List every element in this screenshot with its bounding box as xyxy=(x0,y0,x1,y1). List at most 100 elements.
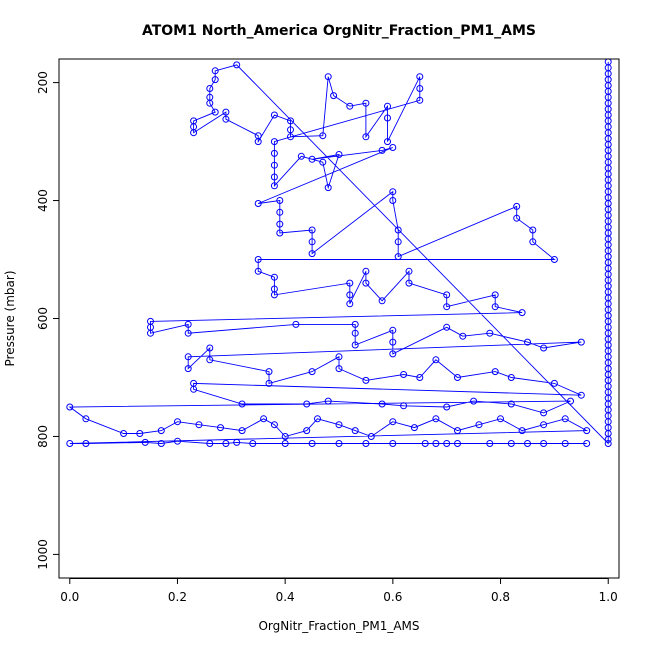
data-point xyxy=(157,440,165,447)
data-point xyxy=(443,403,451,411)
data-point xyxy=(324,184,332,192)
data-point xyxy=(303,400,311,408)
data-point xyxy=(513,202,521,210)
data-point xyxy=(270,161,278,169)
data-point xyxy=(206,85,214,92)
data-point xyxy=(378,297,386,305)
data-point xyxy=(378,146,386,154)
data-point xyxy=(410,424,418,432)
data-point xyxy=(211,108,219,116)
data-point xyxy=(443,323,451,331)
data-point xyxy=(362,440,370,447)
data-point xyxy=(287,126,294,134)
data-point xyxy=(136,430,144,437)
data-point xyxy=(416,85,424,92)
data-point xyxy=(297,152,305,160)
data-point xyxy=(184,320,192,328)
data-point xyxy=(443,291,451,299)
data-point xyxy=(319,132,327,140)
data-point xyxy=(254,256,262,263)
data-point xyxy=(389,350,397,358)
data-point xyxy=(362,267,370,275)
x-tick-label: 0.4 xyxy=(276,590,295,604)
data-point xyxy=(561,440,569,447)
data-point xyxy=(351,341,359,349)
data-point xyxy=(206,356,214,364)
data-point xyxy=(141,438,149,446)
data-point xyxy=(540,409,548,417)
data-point xyxy=(550,256,558,263)
data-point xyxy=(308,440,316,447)
data-point xyxy=(324,397,332,405)
data-point xyxy=(324,73,332,81)
data-point xyxy=(174,418,181,426)
data-point xyxy=(184,353,192,361)
data-point xyxy=(308,368,316,376)
data-point xyxy=(351,320,359,328)
data-point xyxy=(583,427,591,435)
data-point xyxy=(254,138,262,146)
data-point xyxy=(206,344,214,352)
series-line xyxy=(68,61,609,445)
y-axis-label: Pressure (mbar) xyxy=(3,270,17,366)
data-point xyxy=(497,415,504,423)
data-point xyxy=(249,440,257,447)
data-point xyxy=(217,424,224,432)
x-tick-label: 0.6 xyxy=(383,590,402,604)
data-point xyxy=(507,440,515,447)
chart-title: ATOM1 North_America OrgNitr_Fraction_PM1… xyxy=(142,23,536,39)
data-point xyxy=(346,300,354,308)
data-point xyxy=(491,303,499,311)
data-point xyxy=(443,303,451,311)
data-point xyxy=(335,365,343,373)
data-point xyxy=(561,415,569,423)
data-point xyxy=(518,427,526,435)
data-point xyxy=(384,102,391,110)
data-point xyxy=(82,440,90,447)
data-point xyxy=(432,356,440,364)
data-point xyxy=(384,138,391,146)
data-point xyxy=(550,379,558,387)
data-point xyxy=(270,111,278,119)
data-point xyxy=(443,440,451,447)
data-point xyxy=(308,155,316,163)
data-point xyxy=(389,418,397,426)
data-point xyxy=(276,220,284,228)
data-point xyxy=(270,421,278,429)
x-tick-label: 0.8 xyxy=(491,590,510,604)
data-point xyxy=(238,400,246,408)
data-point xyxy=(281,433,289,440)
data-point xyxy=(287,133,294,141)
data-point xyxy=(540,440,548,447)
data-point xyxy=(292,320,300,328)
data-point xyxy=(346,291,354,299)
data-point xyxy=(270,138,278,146)
data-point xyxy=(405,279,413,287)
data-point xyxy=(147,329,154,337)
data-point xyxy=(416,73,424,81)
data-point xyxy=(184,329,192,337)
data-point xyxy=(577,338,585,346)
data-point xyxy=(66,440,74,447)
data-point xyxy=(346,279,354,287)
data-point xyxy=(195,421,203,429)
data-point xyxy=(454,440,461,447)
data-point xyxy=(281,440,289,447)
data-point xyxy=(335,421,343,429)
data-point xyxy=(378,400,386,408)
data-point xyxy=(120,430,128,437)
data-point xyxy=(287,117,294,125)
data-point xyxy=(270,173,278,181)
data-point xyxy=(157,427,165,435)
data-point xyxy=(351,427,359,435)
data-point xyxy=(276,229,284,237)
data-point xyxy=(184,365,192,373)
data-point xyxy=(265,368,273,376)
data-point xyxy=(583,440,591,447)
data-point xyxy=(491,368,499,376)
data-point xyxy=(524,440,531,447)
data-point xyxy=(567,397,574,405)
data-point xyxy=(190,129,198,137)
data-point xyxy=(416,96,424,104)
